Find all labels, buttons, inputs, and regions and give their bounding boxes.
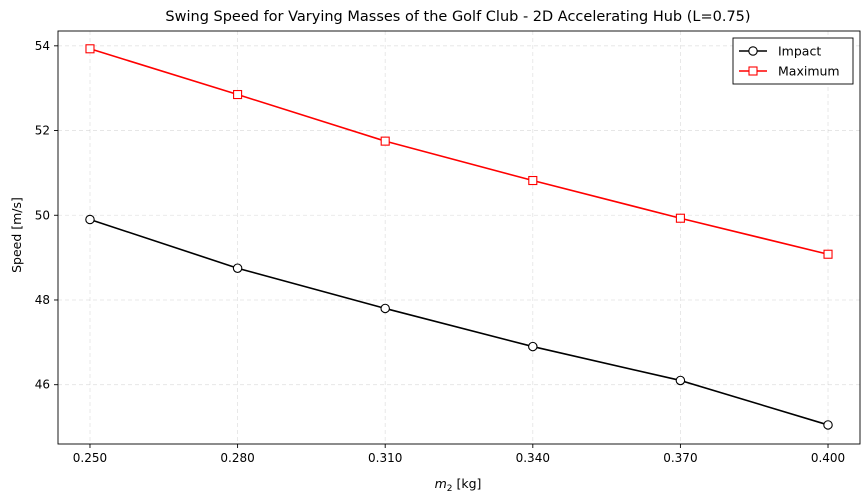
y-tick-label: 52	[35, 124, 50, 138]
legend: Impact Maximum	[732, 37, 854, 85]
y-tick-label: 54	[35, 39, 50, 53]
impact-point	[675, 375, 686, 386]
y-tick-label: 50	[35, 208, 50, 222]
x-tick-label: 0.250	[73, 451, 107, 465]
x-tick-label: 0.370	[663, 451, 697, 465]
x-tick-label: 0.400	[811, 451, 845, 465]
impact-point	[380, 303, 390, 314]
impact-series-line	[89, 218, 829, 426]
x-axis-label-symbol: m	[435, 476, 447, 491]
grid	[58, 31, 860, 444]
x-axis-label: m2 [kg]	[435, 476, 482, 494]
y-tick-label: 48	[35, 293, 50, 307]
x-tick-label: 0.340	[516, 451, 550, 465]
series-layer	[85, 44, 833, 430]
y-tick-label: 46	[35, 378, 50, 392]
legend-box	[732, 37, 854, 85]
legend-label-maximum: Maximum	[778, 64, 840, 79]
x-axis-label-unit: [kg]	[453, 476, 482, 491]
maximum-point	[233, 89, 243, 100]
maximum-point	[823, 249, 833, 259]
legend-marker-impact	[748, 46, 758, 56]
impact-point	[823, 420, 833, 430]
x-axis-label-subscript: 2	[447, 484, 453, 494]
x-tick-label: 0.310	[368, 451, 402, 465]
maximum-point	[380, 136, 390, 146]
maximum-point	[85, 44, 95, 54]
impact-point	[232, 263, 243, 273]
plot-frame	[57, 30, 861, 445]
impact-point	[85, 214, 95, 225]
maximum-point	[675, 213, 685, 223]
axes: 0.250 0.280 0.310 0.340 0.370 0.400 46 48 50 52 54	[35, 30, 861, 465]
maximum-point	[528, 175, 538, 186]
maximum-series-line	[89, 48, 829, 256]
x-tick-label: 0.280	[220, 451, 254, 465]
y-axis-label: Speed [m/s]	[9, 197, 24, 273]
chart-title: Swing Speed for Varying Masses of the Go…	[165, 9, 750, 25]
legend-marker-maximum	[748, 66, 758, 76]
impact-point	[528, 341, 538, 352]
legend-label-impact: Impact	[778, 44, 821, 59]
